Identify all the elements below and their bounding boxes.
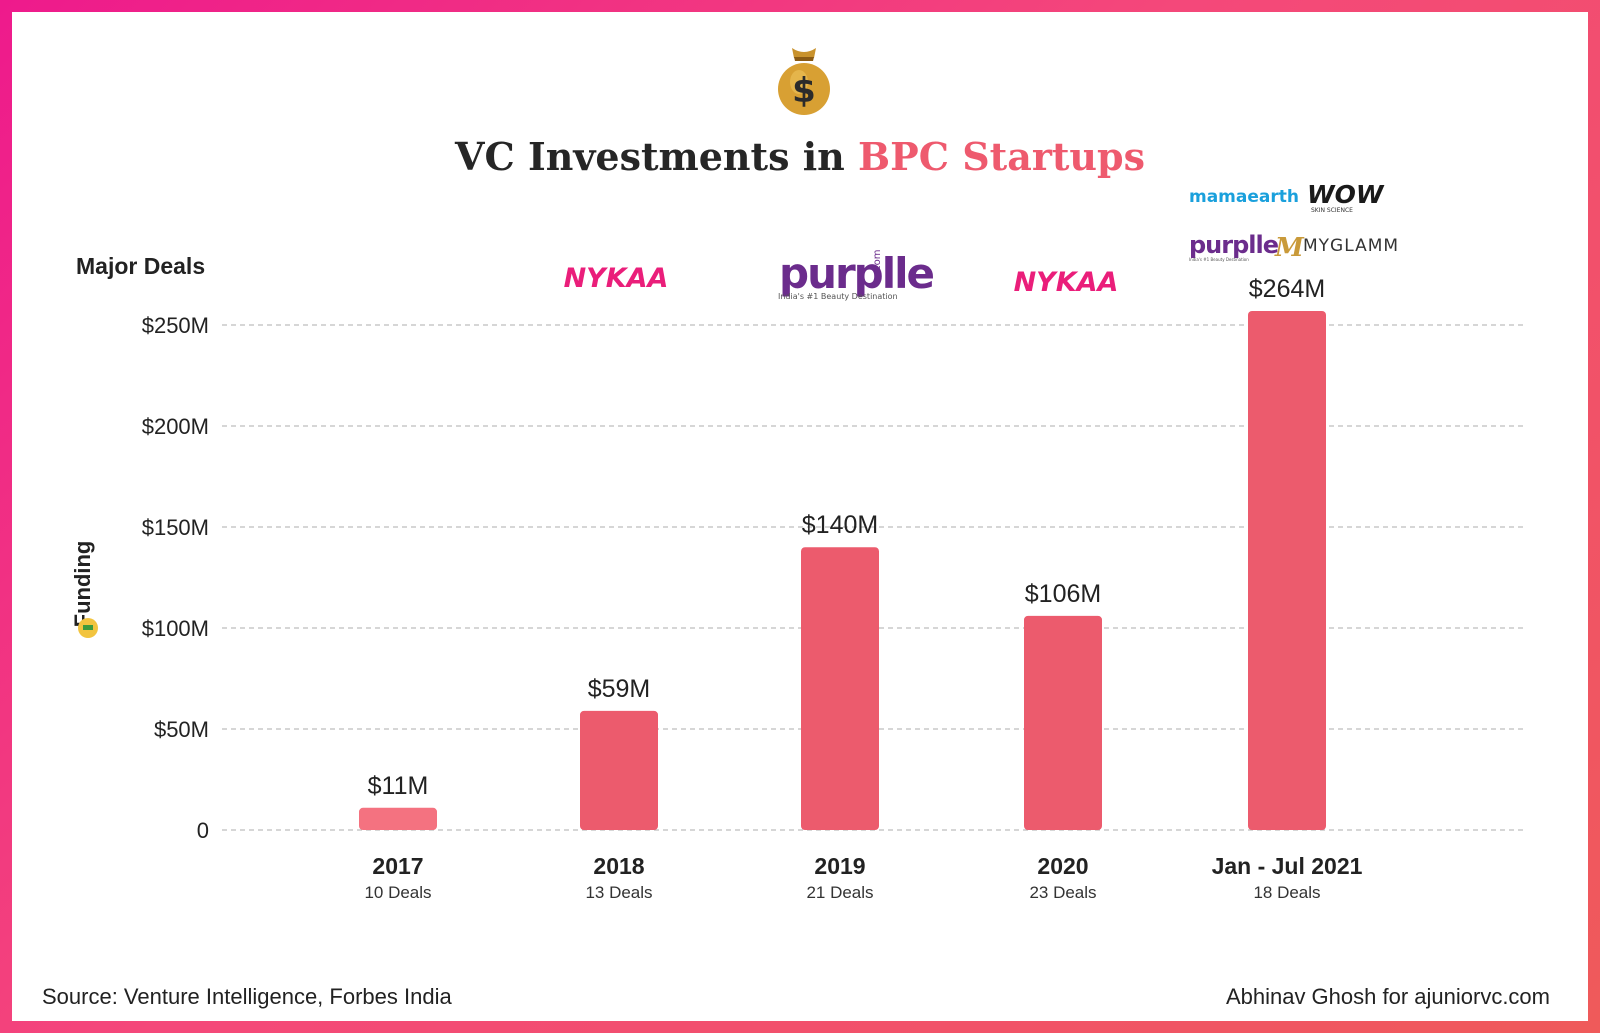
y-tick-label-50: $50M [154, 717, 209, 742]
credit-note: Abhinav Ghosh for ajuniorvc.com [1225, 984, 1550, 1009]
data-labels: $11M $59M $140M $106M $264M [368, 275, 1326, 800]
bar-2018 [580, 710, 658, 830]
data-label-1: $59M [588, 675, 651, 703]
purplle-logo-2021: purplle India's #1 Beauty Destination [1189, 231, 1280, 262]
bars [359, 311, 1326, 830]
data-label-4: $264M [1249, 275, 1325, 303]
nykaa-logo-2020: NYKAA [1014, 267, 1119, 298]
purplle-2021-tagline: India's #1 Beauty Destination [1189, 257, 1249, 262]
x-tick-label-3: 2020 [1037, 853, 1088, 879]
chart-title-accent: BPC Startups [858, 134, 1145, 179]
y-axis-label: Funding [70, 541, 95, 628]
deals-label-0: 10 Deals [364, 883, 431, 902]
money-face-icon [78, 618, 98, 638]
myglamm-logo: M MYGLAMM [1274, 233, 1399, 263]
wow-logo-subtext: SKIN SCIENCE [1311, 207, 1353, 214]
purplle-dotcom: .com [872, 249, 883, 274]
y-tick-label-200: $200M [142, 414, 209, 439]
purplle-tagline: India's #1 Beauty Destination [778, 292, 898, 301]
y-tick-label-250: $250M [142, 313, 209, 338]
x-tick-label-4: Jan - Jul 2021 [1212, 853, 1363, 879]
myglamm-logo-text: MYGLAMM [1303, 236, 1399, 256]
chart-title: VC Investments in BPC Startups [12, 134, 1588, 179]
bar-2017 [359, 807, 437, 830]
purplle-logo-2019: purplle .com India's #1 Beauty Destinati… [778, 249, 936, 301]
y-tick-label-100: $100M [142, 616, 209, 641]
data-label-3: $106M [1025, 580, 1101, 608]
nykaa-logo-2018: NYKAA [564, 263, 669, 294]
x-tick-label-0: 2017 [372, 853, 423, 879]
deals-label-4: 18 Deals [1253, 883, 1320, 902]
bar-chart: $ Funding Major Deals 0 $50M $100M $150M $20… [70, 48, 1527, 902]
money-bag-icon: $ [778, 48, 830, 115]
major-deals-label: Major Deals [76, 253, 205, 279]
svg-text:$: $ [792, 71, 816, 111]
purplle-logo-text: purplle [779, 249, 934, 298]
y-tick-labels: 0 $50M $100M $150M $200M $250M [142, 313, 209, 843]
source-note: Source: Venture Intelligence, Forbes Ind… [42, 984, 452, 1009]
deals-label-2: 21 Deals [806, 883, 873, 902]
x-tick-labels: 2017 10 Deals 2018 13 Deals 2019 21 Deals 2020… [364, 853, 1362, 902]
chart-title-main: VC Investments in [454, 134, 845, 179]
x-tick-label-1: 2018 [593, 853, 644, 879]
data-label-0: $11M [368, 772, 429, 800]
mamaearth-logo: mamaearth [1189, 187, 1299, 207]
deals-label-3: 23 Deals [1029, 883, 1096, 902]
myglamm-mark: M [1274, 233, 1305, 263]
y-tick-label-150: $150M [142, 515, 209, 540]
bar-2019 [801, 547, 879, 830]
x-tick-label-2: 2019 [814, 853, 865, 879]
purplle-2021-text: purplle [1189, 231, 1279, 259]
chart-card: $ Funding Major Deals 0 $50M $100M $150M $20… [12, 12, 1588, 1021]
bar-2020 [1024, 615, 1102, 830]
wow-logo: WOW SKIN SCIENCE [1307, 180, 1385, 214]
y-axis-title: Funding [70, 541, 95, 628]
bar-jan---jul-2021 [1248, 311, 1326, 830]
data-label-2: $140M [802, 511, 878, 539]
wow-logo-text: WOW [1307, 180, 1385, 209]
deals-label-1: 13 Deals [585, 883, 652, 902]
y-tick-label-0: 0 [197, 818, 209, 843]
